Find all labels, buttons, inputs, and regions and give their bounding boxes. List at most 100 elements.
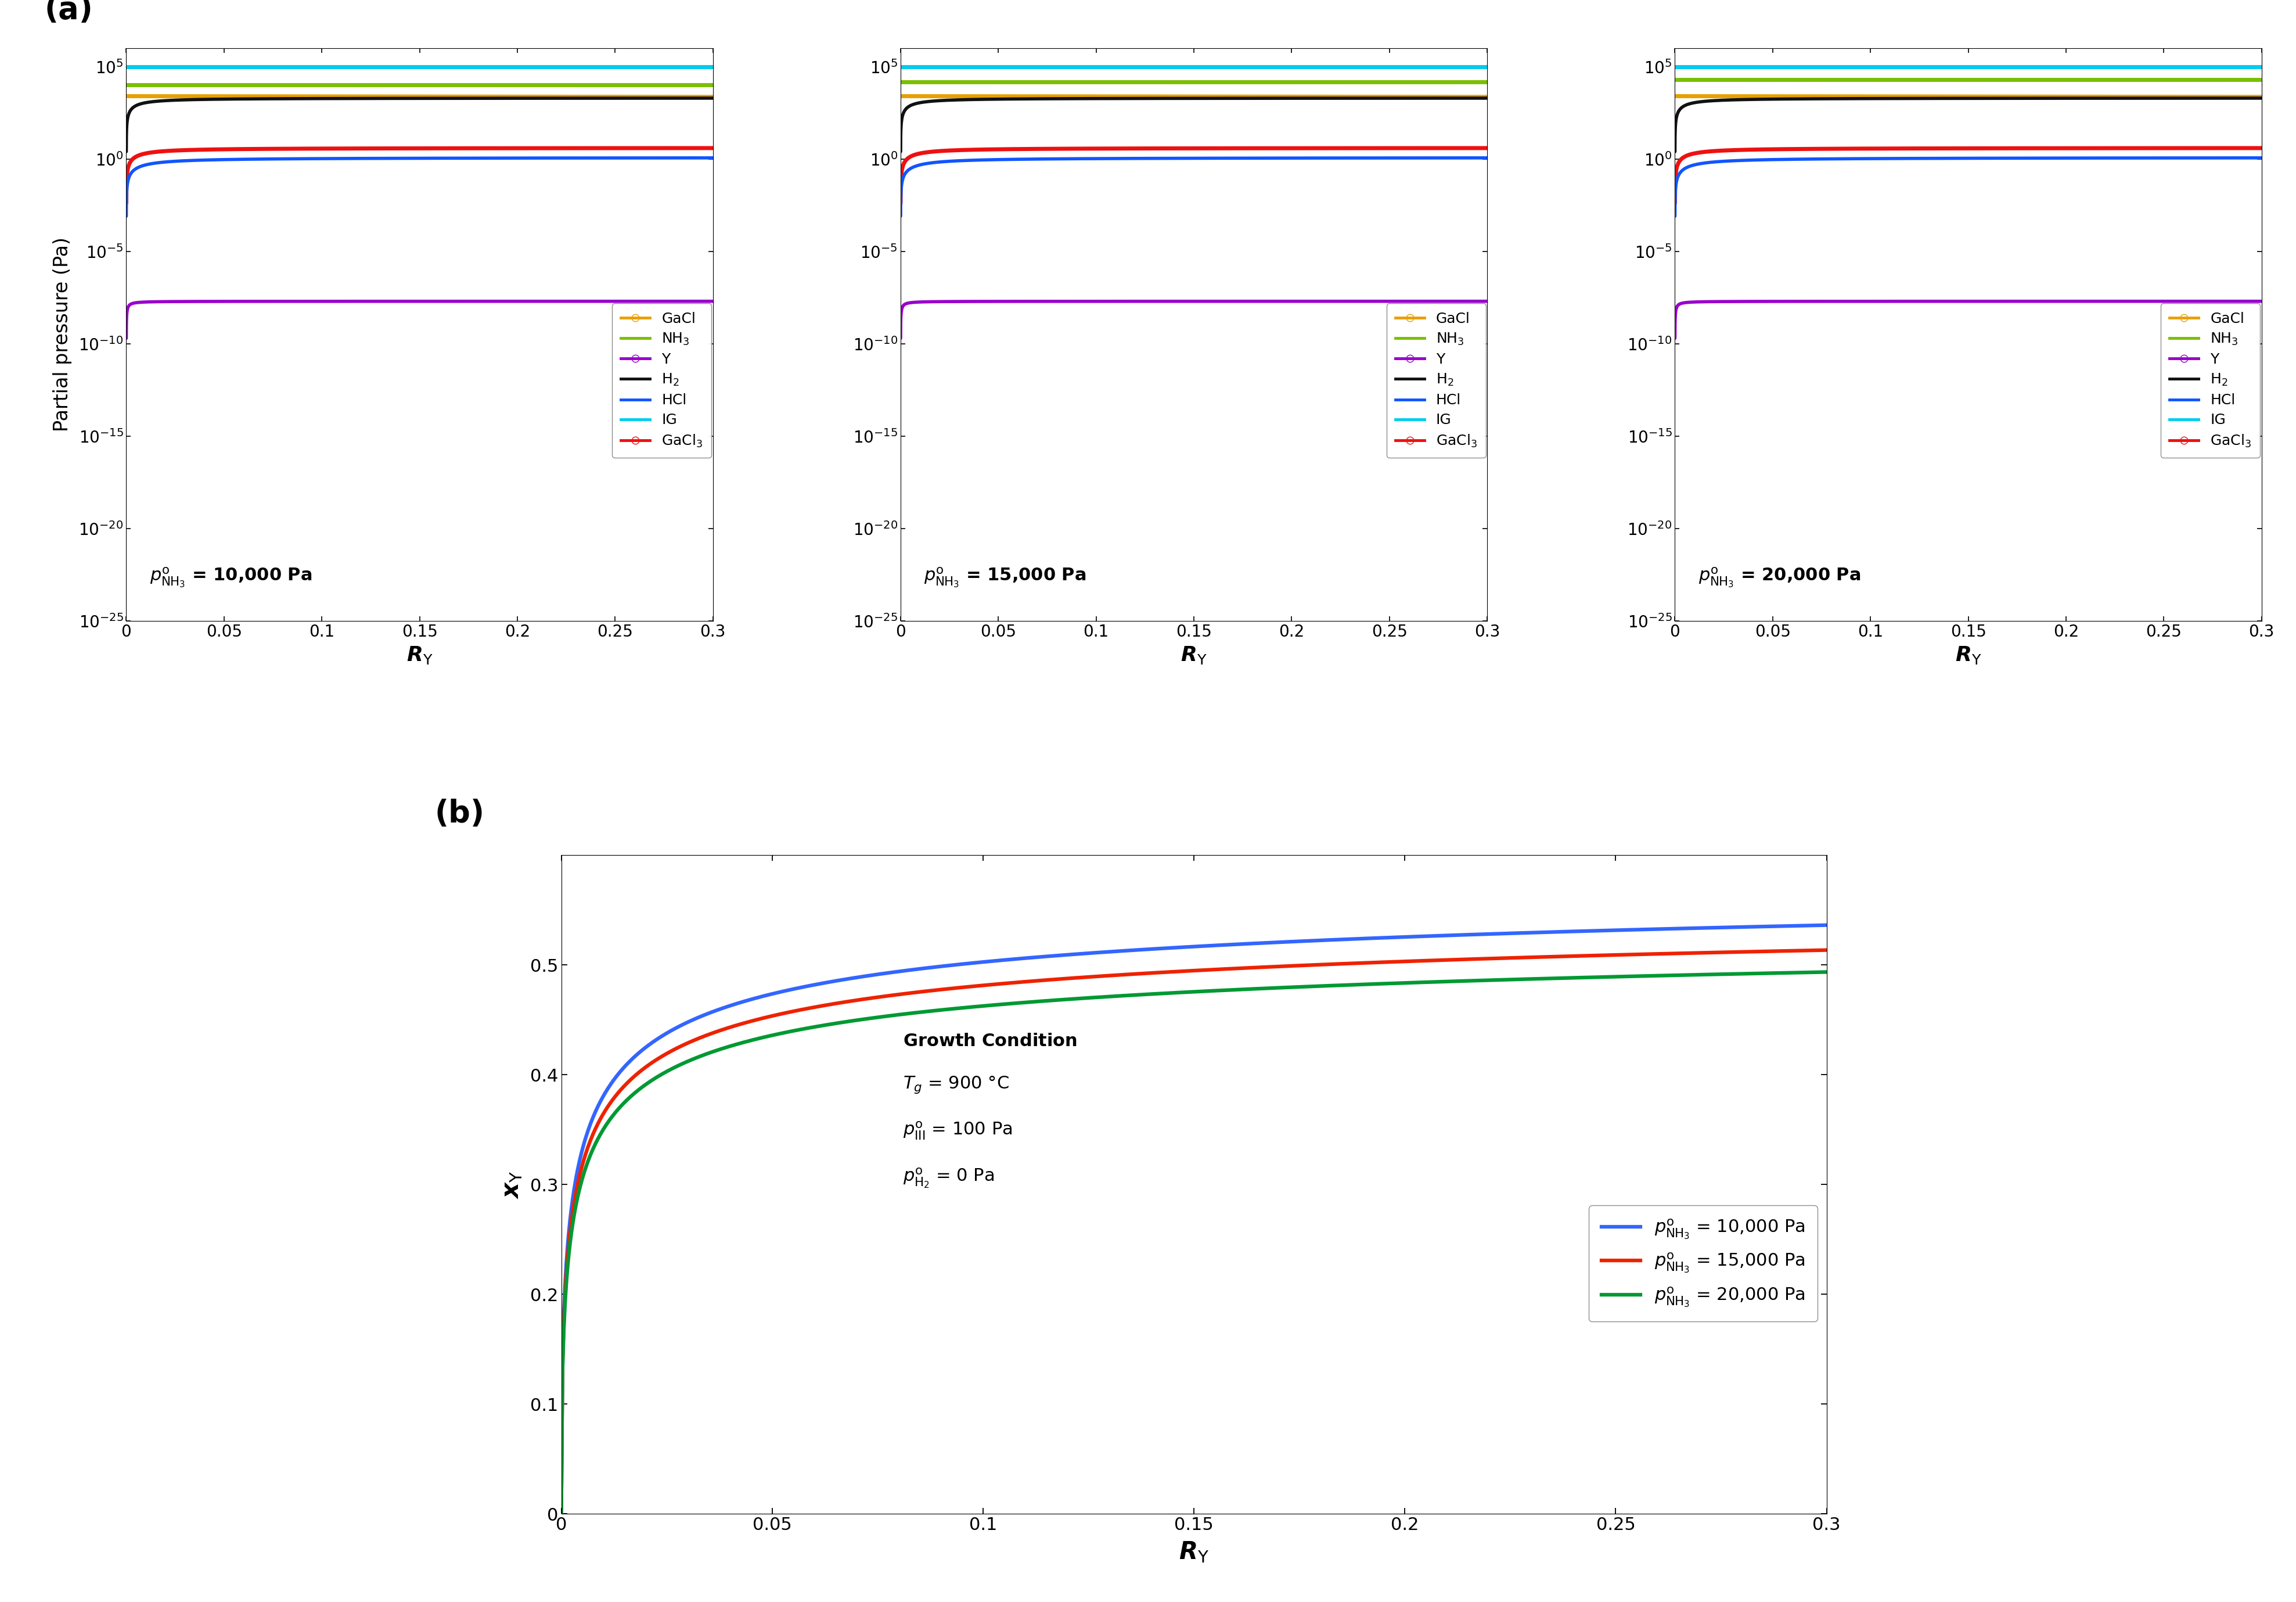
HCl bbox=[1329, 149, 1357, 168]
HCl bbox=[1077, 149, 1104, 168]
Line: GaCl$_3$: GaCl$_3$ bbox=[900, 147, 1488, 203]
IG bbox=[2025, 58, 2053, 77]
GaCl$_3$ bbox=[1329, 138, 1357, 157]
NH$_3$ bbox=[1251, 72, 1279, 91]
H$_2$ bbox=[556, 88, 583, 107]
X-axis label: $\bfit{R}_\mathrm{Y}$: $\bfit{R}_\mathrm{Y}$ bbox=[1954, 646, 1981, 666]
GaCl$_3$ bbox=[303, 139, 331, 159]
$p^{\rm o}_{{\rm NH}_3}$ = 10,000 Pa bbox=[1557, 921, 1584, 940]
HCl bbox=[478, 149, 505, 168]
HCl bbox=[2105, 149, 2133, 168]
$p^{\rm o}_{{\rm NH}_3}$ = 10,000 Pa bbox=[1417, 926, 1444, 945]
Y bbox=[556, 292, 583, 311]
H$_2$ bbox=[886, 143, 914, 162]
HCl bbox=[2248, 149, 2275, 168]
GaCl bbox=[2025, 87, 2053, 106]
NH$_3$ bbox=[1318, 72, 1345, 91]
Line: HCl: HCl bbox=[1676, 159, 2262, 216]
IG bbox=[478, 58, 505, 77]
H$_2$ bbox=[1077, 90, 1104, 109]
GaCl$_3$ bbox=[556, 138, 583, 157]
NH$_3$ bbox=[556, 75, 583, 95]
GaCl$_3$ bbox=[889, 165, 916, 184]
IG bbox=[1851, 58, 1878, 77]
GaCl bbox=[2105, 87, 2133, 106]
H$_2$ bbox=[2025, 88, 2053, 107]
GaCl$_3$ bbox=[1077, 139, 1104, 159]
H$_2$ bbox=[1474, 88, 1502, 107]
Line: HCl: HCl bbox=[126, 159, 712, 216]
GaCl$_3$ bbox=[278, 139, 305, 159]
HCl bbox=[2092, 149, 2119, 168]
IG bbox=[2092, 58, 2119, 77]
GaCl$_3$ bbox=[1825, 139, 1853, 159]
HCl bbox=[1251, 149, 1279, 168]
$p^{\rm o}_{{\rm NH}_3}$ = 20,000 Pa bbox=[677, 1051, 705, 1070]
HCl bbox=[1851, 149, 1878, 168]
H$_2$ bbox=[1251, 88, 1279, 107]
Legend: GaCl, NH$_3$, Y, H$_2$, HCl, IG, GaCl$_3$: GaCl, NH$_3$, Y, H$_2$, HCl, IG, GaCl$_3… bbox=[2161, 303, 2259, 458]
GaCl$_3$ bbox=[2105, 138, 2133, 157]
IG bbox=[1077, 58, 1104, 77]
Y bbox=[542, 292, 569, 311]
NH$_3$ bbox=[1662, 70, 1690, 90]
H$_2$ bbox=[1825, 90, 1853, 109]
$p^{\rm o}_{{\rm NH}_3}$ = 10,000 Pa bbox=[1058, 945, 1086, 964]
X-axis label: $\bfit{R}_\mathrm{Y}$: $\bfit{R}_\mathrm{Y}$ bbox=[406, 646, 434, 666]
NH$_3$ bbox=[2092, 70, 2119, 90]
IG bbox=[1329, 58, 1357, 77]
IG bbox=[113, 58, 140, 77]
HCl bbox=[889, 178, 916, 197]
H$_2$ bbox=[113, 114, 140, 133]
GaCl$_3$ bbox=[1474, 138, 1502, 157]
IG bbox=[1662, 58, 1690, 77]
NH$_3$ bbox=[278, 75, 305, 95]
$p^{\rm o}_{{\rm NH}_3}$ = 15,000 Pa bbox=[1557, 947, 1584, 966]
IG bbox=[303, 58, 331, 77]
Y-axis label: Partial pressure (Pa): Partial pressure (Pa) bbox=[53, 237, 71, 433]
$p^{\rm o}_{{\rm NH}_3}$ = 15,000 Pa bbox=[546, 1504, 574, 1524]
NH$_3$ bbox=[2025, 70, 2053, 90]
$p^{\rm o}_{{\rm NH}_3}$ = 10,000 Pa bbox=[1814, 915, 1841, 934]
$p^{\rm o}_{{\rm NH}_3}$ = 10,000 Pa bbox=[546, 1504, 574, 1524]
HCl bbox=[113, 207, 140, 226]
HCl bbox=[278, 149, 305, 168]
GaCl$_3$ bbox=[113, 194, 140, 213]
$p^{\rm o}_{{\rm NH}_3}$ = 15,000 Pa bbox=[1104, 966, 1132, 985]
HCl bbox=[113, 178, 140, 197]
Y bbox=[2248, 292, 2275, 311]
HCl bbox=[542, 149, 569, 168]
H$_2$ bbox=[1329, 88, 1357, 107]
GaCl$_3$ bbox=[1851, 139, 1878, 159]
IG bbox=[1662, 58, 1690, 77]
NH$_3$ bbox=[1077, 72, 1104, 91]
IG bbox=[1825, 58, 1853, 77]
GaCl bbox=[1329, 87, 1357, 106]
$p^{\rm o}_{{\rm NH}_3}$ = 15,000 Pa bbox=[1058, 969, 1086, 988]
GaCl$_3$ bbox=[1662, 165, 1690, 184]
GaCl bbox=[542, 87, 569, 106]
GaCl bbox=[478, 87, 505, 106]
GaCl bbox=[113, 87, 140, 106]
NH$_3$ bbox=[698, 75, 726, 95]
GaCl$_3$ bbox=[1052, 139, 1079, 159]
Y bbox=[886, 328, 914, 348]
Legend: GaCl, NH$_3$, Y, H$_2$, HCl, IG, GaCl$_3$: GaCl, NH$_3$, Y, H$_2$, HCl, IG, GaCl$_3… bbox=[613, 303, 712, 458]
GaCl bbox=[1474, 87, 1502, 106]
$p^{\rm o}_{{\rm NH}_3}$ = 15,000 Pa bbox=[1417, 952, 1444, 971]
HCl bbox=[886, 207, 914, 226]
Y bbox=[303, 292, 331, 311]
H$_2$ bbox=[2105, 88, 2133, 107]
$p^{\rm o}_{{\rm NH}_3}$ = 20,000 Pa bbox=[1417, 972, 1444, 992]
HCl bbox=[1052, 149, 1079, 168]
GaCl bbox=[1251, 87, 1279, 106]
Y bbox=[1474, 292, 1502, 311]
$p^{\rm o}_{{\rm NH}_3}$ = 10,000 Pa bbox=[1104, 942, 1132, 961]
Line: Y: Y bbox=[126, 301, 712, 338]
Y bbox=[1662, 303, 1690, 322]
GaCl bbox=[2092, 87, 2119, 106]
GaCl$_3$ bbox=[1662, 194, 1690, 213]
HCl bbox=[303, 149, 331, 168]
GaCl$_3$ bbox=[542, 138, 569, 157]
HCl bbox=[1825, 149, 1853, 168]
